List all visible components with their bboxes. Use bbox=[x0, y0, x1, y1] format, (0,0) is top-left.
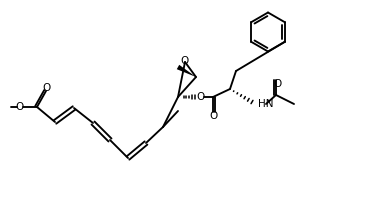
Text: O: O bbox=[43, 83, 51, 93]
Text: O: O bbox=[274, 79, 282, 89]
Text: O: O bbox=[197, 92, 205, 102]
Text: HN: HN bbox=[258, 99, 274, 109]
Text: O: O bbox=[181, 56, 189, 66]
Text: O: O bbox=[210, 111, 218, 121]
Text: O: O bbox=[16, 102, 24, 112]
Polygon shape bbox=[177, 65, 196, 77]
